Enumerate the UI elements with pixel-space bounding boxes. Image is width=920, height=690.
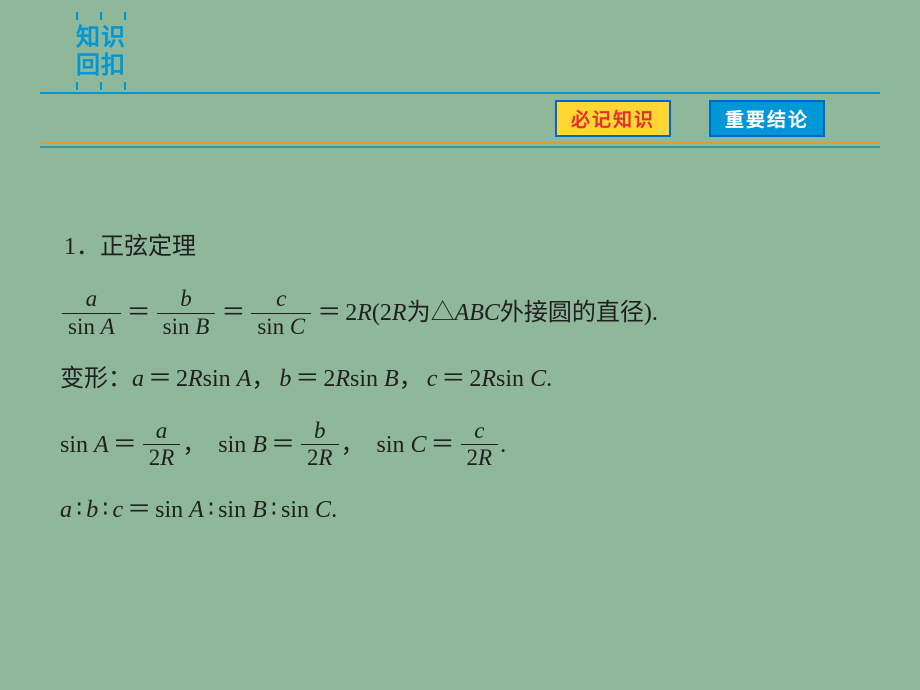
tick	[100, 12, 102, 20]
title-line1: 知识	[76, 24, 126, 52]
tick	[76, 82, 78, 90]
formula-transform-sines: sin A＝ a 2R ， sin B＝ b 2R ， sin C＝ c 2R …	[60, 419, 860, 470]
heading-line: 1．正弦定理	[64, 225, 860, 269]
divider-teal	[40, 146, 880, 148]
frac-a-2R: a 2R	[143, 419, 181, 470]
frac-b-2R: b 2R	[301, 419, 339, 470]
frac-b-sinB: b sin B	[157, 287, 216, 338]
formula-ratio: a ∶ b ∶ c ＝ sin A ∶ sin B ∶ sin C.	[60, 488, 860, 532]
tab-row: 必记知识 重要结论	[555, 100, 825, 137]
slide-header: 知识 回扣 必记知识 重要结论	[0, 0, 920, 150]
tab-important-conclusions[interactable]: 重要结论	[709, 100, 825, 137]
tick	[100, 82, 102, 90]
divider-orange	[40, 142, 880, 144]
tick	[124, 12, 126, 20]
rhs-2R: 2R	[345, 291, 372, 335]
tick-row-bottom	[76, 82, 126, 90]
section-heading: 正弦定理	[100, 225, 196, 269]
tick-row-top	[76, 12, 126, 20]
frac-c-2R: c 2R	[461, 419, 499, 470]
paren-explain: (2R	[372, 291, 407, 335]
section-title: 知识 回扣	[76, 24, 126, 79]
divider-bottom	[40, 142, 880, 148]
frac-c-sinC: c sin C	[251, 287, 311, 338]
title-line2: 回扣	[76, 52, 126, 80]
transform-label: 变形：	[60, 357, 132, 401]
equals: ＝	[317, 291, 341, 335]
equals: ＝	[221, 291, 245, 335]
tab-must-know[interactable]: 必记知识	[555, 100, 671, 137]
tick	[76, 12, 78, 20]
divider-top	[40, 92, 880, 94]
equals: ＝	[127, 291, 151, 335]
section-number: 1．	[64, 225, 100, 269]
formula-law-of-sines: a sin A ＝ b sin B ＝ c sin C ＝ 2R(2R为△ABC…	[60, 287, 860, 338]
tick	[124, 82, 126, 90]
formula-transform-sides: 变形： a＝2Rsin A， b＝2Rsin B， c＝2Rsin C.	[60, 357, 860, 401]
frac-a-sinA: a sin A	[62, 287, 121, 338]
slide-content: 1．正弦定理 a sin A ＝ b sin B ＝ c sin C ＝ 2R(…	[60, 225, 860, 551]
